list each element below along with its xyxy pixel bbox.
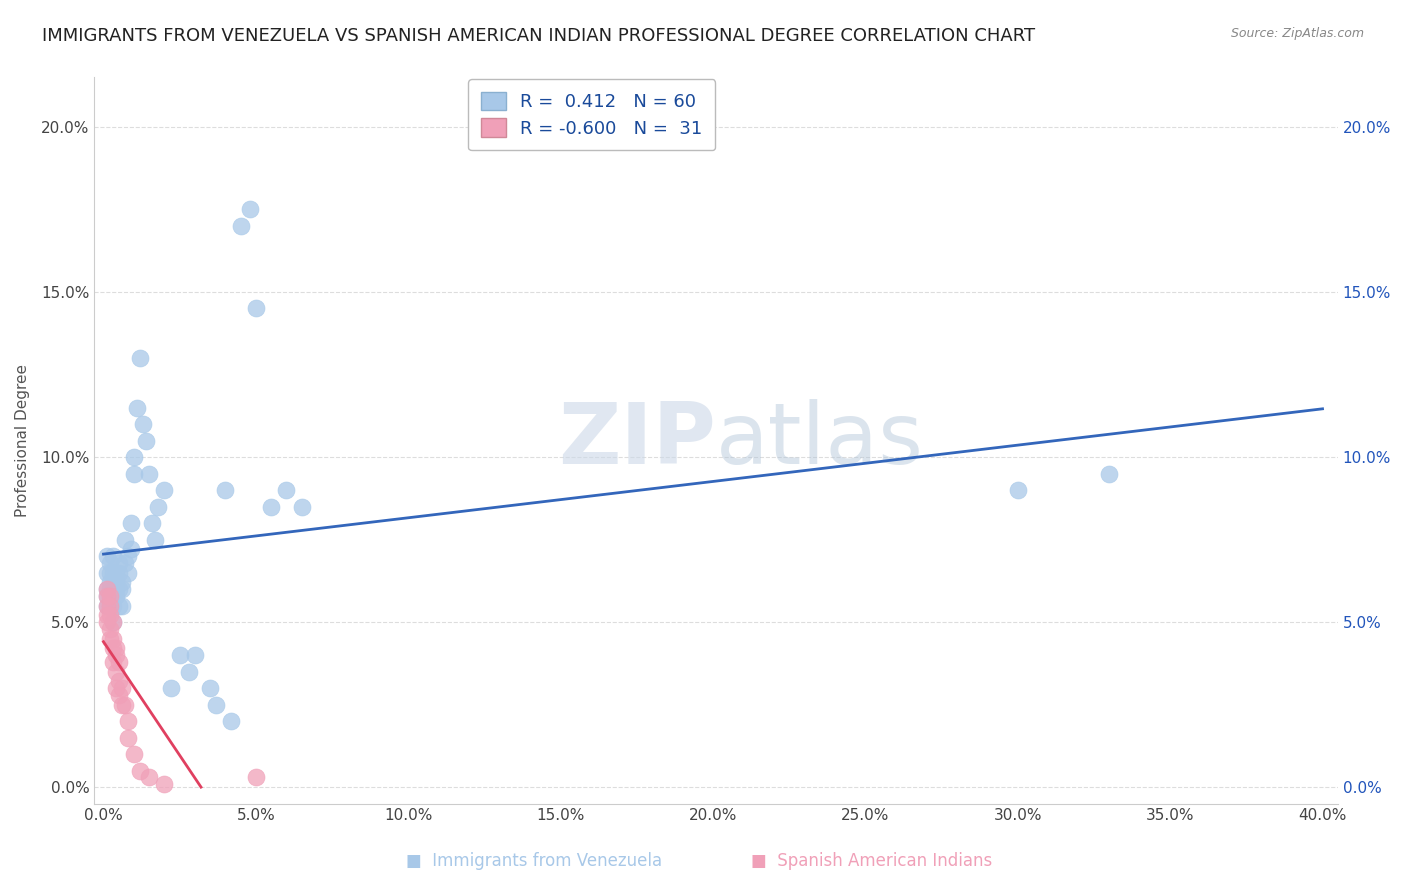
Point (117, 714, 139, 728)
Point (122, 450, 145, 464)
Point (141, 516, 163, 530)
Point (96, 608, 118, 623)
Point (98, 608, 121, 623)
Point (122, 747, 145, 761)
Point (114, 533, 136, 547)
Point (111, 599, 134, 613)
Point (98, 622, 121, 636)
Point (101, 582, 124, 596)
Point (129, 764, 152, 778)
Point (107, 674, 129, 689)
Point (129, 351, 152, 365)
Point (276, 483, 298, 497)
Point (260, 500, 283, 514)
Text: ■  Spanish American Indians: ■ Spanish American Indians (751, 852, 993, 870)
Point (96, 582, 118, 596)
Point (169, 648, 191, 662)
Point (96, 615, 118, 629)
Point (104, 566, 127, 580)
Point (107, 688, 129, 702)
Point (101, 655, 124, 669)
Point (245, 770, 267, 784)
Y-axis label: Professional Degree: Professional Degree (15, 364, 30, 517)
Point (114, 698, 136, 712)
Point (96, 599, 118, 613)
Point (120, 516, 142, 530)
Point (104, 665, 127, 679)
Point (96, 566, 118, 580)
Point (107, 599, 129, 613)
Point (221, 714, 243, 728)
Point (125, 401, 148, 415)
Point (132, 417, 155, 431)
Point (245, 301, 267, 316)
Point (117, 549, 139, 563)
Point (117, 566, 139, 580)
Text: ■  Immigrants from Venezuela: ■ Immigrants from Venezuela (406, 852, 662, 870)
Point (107, 582, 129, 596)
Point (98, 599, 121, 613)
Text: ZIP: ZIP (558, 399, 716, 482)
Point (1007, 483, 1029, 497)
Point (96, 599, 118, 613)
Point (1098, 467, 1121, 481)
Point (101, 549, 124, 563)
Point (239, 202, 262, 217)
Point (153, 777, 176, 791)
Point (290, 500, 312, 514)
Point (107, 566, 129, 580)
Point (101, 632, 124, 646)
Point (135, 434, 157, 448)
Point (184, 648, 207, 662)
Point (229, 219, 252, 233)
Point (98, 566, 121, 580)
Point (101, 599, 124, 613)
Point (98, 589, 121, 603)
Point (153, 483, 176, 497)
Point (96, 582, 118, 596)
Point (104, 575, 127, 590)
Point (98, 556, 121, 570)
Point (96, 549, 118, 563)
Point (104, 648, 127, 662)
Legend: R =  0.412   N = 60, R = -0.600   N =  31: R = 0.412 N = 60, R = -0.600 N = 31 (468, 79, 716, 151)
Point (198, 681, 221, 695)
Point (107, 655, 129, 669)
Point (111, 681, 134, 695)
Point (104, 582, 127, 596)
Point (111, 582, 134, 596)
Point (117, 731, 139, 745)
Point (96, 589, 118, 603)
Point (98, 599, 121, 613)
Point (143, 533, 166, 547)
Point (111, 698, 134, 712)
Point (101, 566, 124, 580)
Point (98, 582, 121, 596)
Point (98, 575, 121, 590)
Point (120, 542, 142, 557)
Point (138, 467, 160, 481)
Point (98, 632, 121, 646)
Point (101, 615, 124, 629)
Text: atlas: atlas (716, 399, 924, 482)
Point (159, 681, 181, 695)
Point (138, 770, 160, 784)
Point (214, 483, 236, 497)
Point (96, 589, 118, 603)
Point (101, 641, 124, 656)
Point (111, 575, 134, 590)
Point (107, 556, 129, 570)
Text: Source: ZipAtlas.com: Source: ZipAtlas.com (1230, 27, 1364, 40)
Point (177, 665, 200, 679)
Point (104, 589, 127, 603)
Point (104, 681, 127, 695)
Point (114, 556, 136, 570)
Point (148, 500, 170, 514)
Point (104, 641, 127, 656)
Point (122, 467, 145, 481)
Text: IMMIGRANTS FROM VENEZUELA VS SPANISH AMERICAN INDIAN PROFESSIONAL DEGREE CORRELA: IMMIGRANTS FROM VENEZUELA VS SPANISH AME… (42, 27, 1035, 45)
Point (101, 615, 124, 629)
Point (205, 698, 228, 712)
Point (98, 589, 121, 603)
